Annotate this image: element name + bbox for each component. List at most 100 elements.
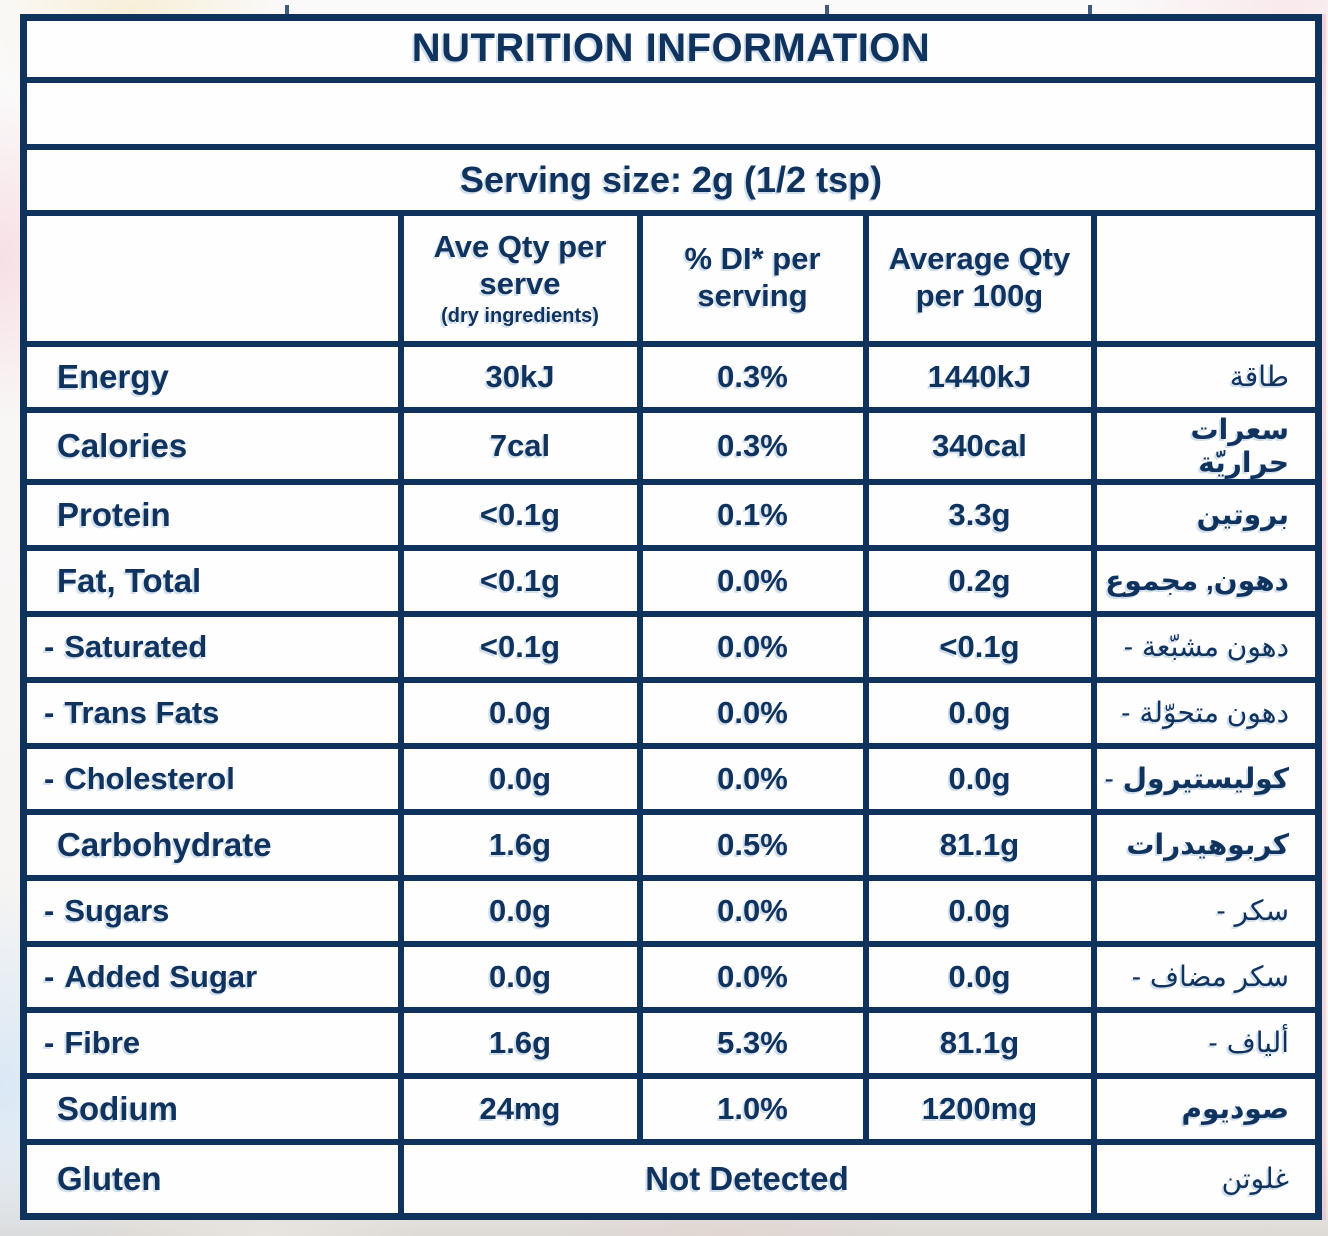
nutrient-row-saturated: - Saturated <0.1g 0.0% <0.1g - دهون مشبّ… bbox=[20, 610, 1322, 683]
nutrient-label: - Trans Fats bbox=[20, 676, 404, 749]
nutrient-label-text: Added Sugar bbox=[64, 958, 258, 994]
blank-row bbox=[20, 76, 1322, 150]
nutrient-label-arabic: - كوليستيرول bbox=[1090, 742, 1322, 815]
nutrient-label: - Carbohydrate bbox=[20, 808, 404, 881]
title-row: NUTRITION INFORMATION bbox=[20, 14, 1322, 83]
nutrient-label-text: Trans Fats bbox=[64, 694, 220, 730]
dash-marker: - bbox=[44, 1024, 55, 1060]
nutrient-row-added-sugar: - Added Sugar 0.0g 0.0% 0.0g - سكر مضاف bbox=[20, 940, 1322, 1013]
dash-marker: - bbox=[44, 628, 55, 664]
value-per-serve: <0.1g bbox=[397, 610, 643, 683]
value-di-percent: 1.0% bbox=[636, 1072, 869, 1145]
dash-marker: - bbox=[44, 958, 55, 994]
arabic-label-text: سكر مضاف bbox=[1150, 961, 1290, 992]
nutrient-label-text: Gluten bbox=[57, 1159, 162, 1197]
value-di-percent: 0.0% bbox=[636, 676, 869, 749]
nutrient-label-arabic: - دهون متحوّلة bbox=[1090, 676, 1322, 749]
nutrient-label-text: Calories bbox=[57, 426, 188, 464]
header-arabic-column bbox=[1090, 209, 1322, 347]
value-per-100g: 0.0g bbox=[862, 874, 1097, 947]
dash-marker: - bbox=[44, 694, 55, 730]
value-per-100g: 0.0g bbox=[862, 676, 1097, 749]
nutrient-label: - Calories bbox=[20, 406, 404, 485]
value-per-serve: 24mg bbox=[397, 1072, 643, 1145]
nutrient-label-arabic: - دهون مشبّعة bbox=[1090, 610, 1322, 683]
nutrient-label: - Protein bbox=[20, 478, 404, 551]
serving-size-row: Serving size: 2g (1/2 tsp) bbox=[20, 143, 1322, 216]
arabic-label-text: دهون مشبّعة bbox=[1142, 631, 1290, 662]
arabic-label-text: سعرات حراريّة bbox=[1190, 413, 1290, 478]
nutrient-row-energy: - Energy 30kJ 0.3% 1440kJ - طاقة bbox=[20, 340, 1322, 413]
nutrition-information-table: NUTRITION INFORMATION Serving size: 2g (… bbox=[20, 14, 1323, 1220]
nutrient-label-arabic: - بروتين bbox=[1090, 478, 1322, 551]
value-per-100g: 340cal bbox=[862, 406, 1097, 485]
nutrient-row-sodium: - Sodium 24mg 1.0% 1200mg - صوديوم bbox=[20, 1072, 1322, 1145]
value-per-100g: 81.1g bbox=[862, 1006, 1097, 1079]
nutrient-label-text: Energy bbox=[57, 357, 169, 395]
arabic-label-text: غلوتن bbox=[1221, 1163, 1290, 1195]
value-per-serve: 0.0g bbox=[397, 742, 643, 815]
nutrient-label-text: Fibre bbox=[64, 1024, 141, 1060]
header-serve-text: Ave Qty per serve bbox=[433, 229, 607, 301]
value-per-100g: 0.2g bbox=[862, 544, 1097, 617]
arabic-label-text: دهون, مجموع bbox=[1105, 565, 1290, 596]
value-per-100g: 81.1g bbox=[862, 808, 1097, 881]
nutrient-row-fat-total: - Fat, Total <0.1g 0.0% 0.2g - دهون, مجم… bbox=[20, 544, 1322, 617]
nutrient-label-arabic: - صوديوم bbox=[1090, 1072, 1322, 1145]
nutrient-row-fibre: - Fibre 1.6g 5.3% 81.1g - ألياف bbox=[20, 1006, 1322, 1079]
nutrient-label-arabic: - ألياف bbox=[1090, 1006, 1322, 1079]
arabic-label-text: كوليستيرول bbox=[1122, 763, 1290, 794]
dash-marker: - bbox=[44, 760, 55, 796]
arabic-label-text: طاقة bbox=[1229, 361, 1290, 392]
nutrient-row-calories: - Calories 7cal 0.3% 340cal - سعرات حرار… bbox=[20, 406, 1322, 485]
nutrient-label: - Added Sugar bbox=[20, 940, 404, 1013]
header-ave-qty-per-serve: Ave Qty per serve (dry ingredients) bbox=[397, 209, 643, 347]
value-per-serve: 30kJ bbox=[397, 340, 643, 413]
nutrient-label: - Fat, Total bbox=[20, 544, 404, 617]
value-per-serve: 1.6g bbox=[397, 808, 643, 881]
nutrient-label-text: Fat, Total bbox=[57, 561, 202, 599]
blank-cell bbox=[20, 76, 1322, 150]
nutrient-row-trans-fats: - Trans Fats 0.0g 0.0% 0.0g - دهون متحوّ… bbox=[20, 676, 1322, 749]
header-average-qty-per-100g: Average Qty per 100g bbox=[862, 209, 1097, 347]
table-title: NUTRITION INFORMATION bbox=[20, 14, 1322, 83]
nutrient-label-text: Saturated bbox=[64, 628, 208, 664]
header-label-column bbox=[20, 209, 404, 347]
nutrient-label: - Sodium bbox=[20, 1072, 404, 1145]
nutrient-label-text: Protein bbox=[57, 495, 171, 533]
header-di-per-serving: % DI* per serving bbox=[636, 209, 869, 347]
column-header-row: Ave Qty per serve (dry ingredients) % DI… bbox=[20, 209, 1322, 347]
serving-size-text: Serving size: 2g (1/2 tsp) bbox=[20, 143, 1322, 216]
nutrient-label-arabic: - دهون, مجموع bbox=[1090, 544, 1322, 617]
value-per-100g: 1440kJ bbox=[862, 340, 1097, 413]
nutrient-label-arabic: غلوتن bbox=[1090, 1138, 1322, 1220]
arabic-label-text: سكر bbox=[1234, 895, 1290, 926]
value-per-serve: 0.0g bbox=[397, 874, 643, 947]
arabic-label-text: صوديوم bbox=[1181, 1093, 1290, 1124]
print-artifact-mark bbox=[1088, 5, 1092, 15]
arabic-label-text: دهون متحوّلة bbox=[1139, 697, 1290, 728]
nutrient-label: - Energy bbox=[20, 340, 404, 413]
nutrient-label: - Fibre bbox=[20, 1006, 404, 1079]
nutrient-label: Gluten bbox=[20, 1138, 404, 1220]
nutrient-label-text: Sodium bbox=[57, 1089, 178, 1127]
value-per-serve: 0.0g bbox=[397, 940, 643, 1013]
value-per-serve: 1.6g bbox=[397, 1006, 643, 1079]
value-per-serve: <0.1g bbox=[397, 478, 643, 551]
dash-marker: - bbox=[1216, 894, 1226, 926]
dash-marker: - bbox=[1123, 630, 1134, 662]
value-di-percent: 0.0% bbox=[636, 940, 869, 1013]
value-di-percent: 0.5% bbox=[636, 808, 869, 881]
nutrient-row-protein: - Protein <0.1g 0.1% 3.3g - بروتين bbox=[20, 478, 1322, 551]
dash-marker: - bbox=[44, 892, 55, 928]
nutrient-row-cholesterol: - Cholesterol 0.0g 0.0% 0.0g - كوليستيرو… bbox=[20, 742, 1322, 815]
nutrient-label: - Cholesterol bbox=[20, 742, 404, 815]
nutrient-label-arabic: - طاقة bbox=[1090, 340, 1322, 413]
dash-marker: - bbox=[1208, 1026, 1218, 1058]
nutrient-label-text: Cholesterol bbox=[64, 760, 235, 796]
value-di-percent: 0.0% bbox=[636, 544, 869, 617]
nutrient-label-text: Sugars bbox=[64, 892, 170, 928]
nutrient-row-carbohydrate: - Carbohydrate 1.6g 0.5% 81.1g - كربوهيد… bbox=[20, 808, 1322, 881]
value-di-percent: 0.3% bbox=[636, 406, 869, 485]
